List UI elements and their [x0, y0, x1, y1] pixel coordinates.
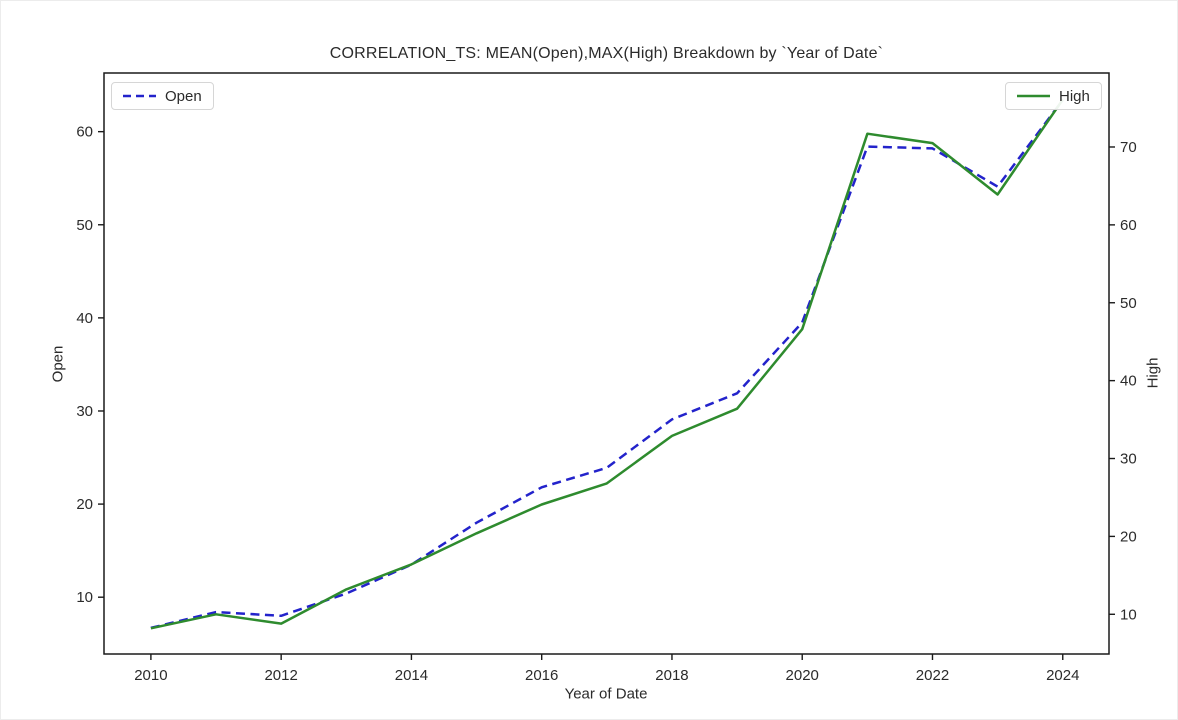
legend-high-label: High	[1059, 87, 1090, 105]
x-tick-label: 2016	[525, 667, 558, 684]
y-right-tick-label: 70	[1120, 139, 1137, 156]
y-right-tick-label: 50	[1120, 295, 1137, 312]
x-axis-label: Year of Date	[564, 685, 648, 703]
y-axis-label-left: Open	[49, 345, 67, 383]
y-axis-label-right: High	[1144, 357, 1162, 389]
x-tick-label: 2024	[1046, 667, 1079, 684]
x-tick-label: 2020	[786, 667, 819, 684]
y-left-tick-label: 50	[76, 217, 93, 234]
x-tick-label: 2014	[395, 667, 428, 684]
chart-title: CORRELATION_TS: MEAN(Open),MAX(High) Bre…	[329, 45, 884, 62]
high-legend-line-icon	[1017, 94, 1050, 98]
y-left-tick-label: 60	[76, 124, 93, 141]
y-left-tick-label: 10	[76, 589, 93, 606]
x-tick-label: 2022	[916, 667, 949, 684]
y-right-tick-label: 40	[1120, 373, 1137, 390]
y-right-tick-label: 60	[1120, 217, 1137, 234]
y-right-tick-label: 10	[1120, 606, 1137, 623]
y-left-tick-label: 20	[76, 496, 93, 513]
high-line	[150, 98, 1064, 630]
legend-high: High	[1005, 82, 1102, 110]
y-right-tick-label: 20	[1120, 528, 1137, 545]
y-left-tick-label: 30	[76, 403, 93, 420]
open-legend-line-icon	[123, 94, 156, 98]
x-tick-label: 2010	[134, 667, 167, 684]
plot-border	[103, 72, 1110, 655]
x-tick-label: 2018	[655, 667, 688, 684]
legend-open: Open	[111, 82, 214, 110]
legend-open-label: Open	[165, 87, 202, 105]
y-right-tick-label: 30	[1120, 451, 1137, 468]
x-tick-label: 2012	[264, 667, 297, 684]
y-left-tick-label: 40	[76, 310, 93, 327]
